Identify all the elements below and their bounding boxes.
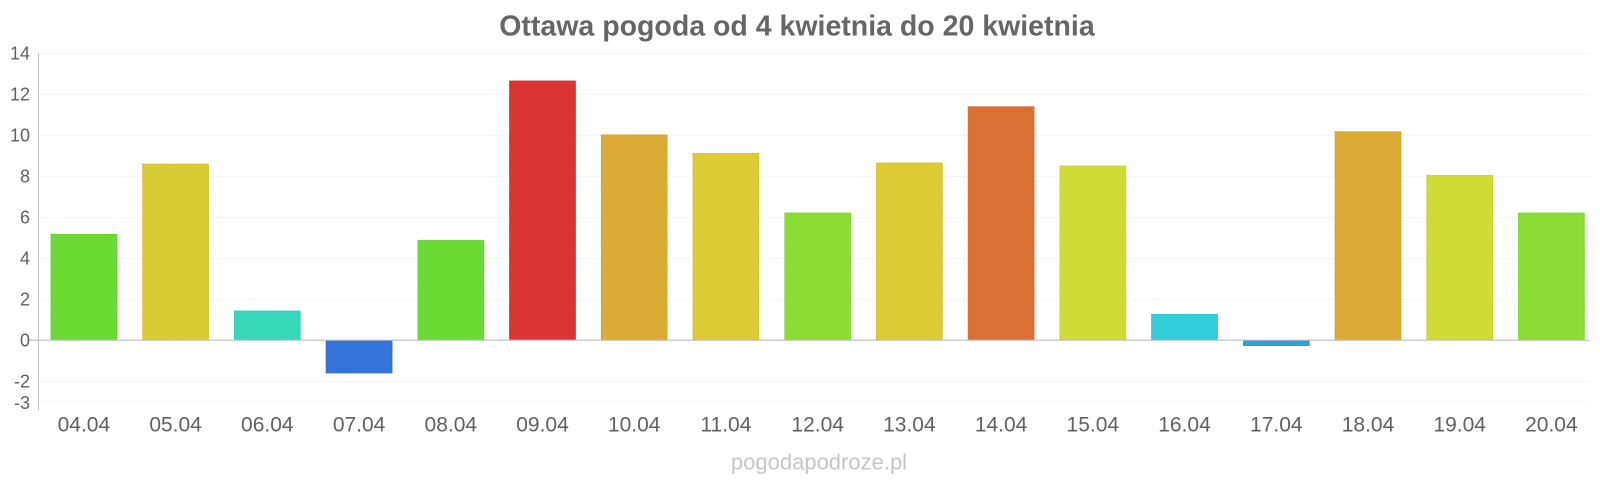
svg-text:14.04: 14.04 bbox=[975, 414, 1028, 437]
svg-text:12.04: 12.04 bbox=[791, 414, 844, 437]
svg-text:Ottawa pogoda od 4 kwietnia do: Ottawa pogoda od 4 kwietnia do 20 kwietn… bbox=[499, 11, 1096, 43]
svg-text:20.04: 20.04 bbox=[1525, 414, 1578, 437]
svg-text:06.04: 06.04 bbox=[241, 414, 294, 437]
svg-text:05.04: 05.04 bbox=[149, 414, 202, 437]
svg-text:04.04: 04.04 bbox=[58, 414, 111, 437]
svg-text:08.04: 08.04 bbox=[425, 414, 478, 437]
svg-text:11.04: 11.04 bbox=[700, 414, 751, 437]
svg-text:10: 10 bbox=[10, 126, 30, 146]
svg-text:2: 2 bbox=[20, 290, 30, 310]
svg-text:14: 14 bbox=[10, 44, 30, 64]
svg-text:-2: -2 bbox=[14, 372, 30, 392]
svg-text:15.04: 15.04 bbox=[1067, 414, 1120, 437]
svg-text:07.04: 07.04 bbox=[333, 414, 386, 437]
svg-text:8: 8 bbox=[20, 167, 30, 187]
svg-text:0: 0 bbox=[20, 331, 30, 351]
svg-text:18.04: 18.04 bbox=[1342, 414, 1395, 437]
svg-text:10.04: 10.04 bbox=[608, 414, 661, 437]
svg-text:17.04: 17.04 bbox=[1250, 414, 1303, 437]
svg-text:pogodapodroze.pl: pogodapodroze.pl bbox=[731, 450, 907, 475]
svg-text:4: 4 bbox=[20, 249, 30, 269]
svg-text:13.04: 13.04 bbox=[883, 414, 936, 437]
svg-text:16.04: 16.04 bbox=[1158, 414, 1211, 437]
svg-text:09.04: 09.04 bbox=[516, 414, 569, 437]
svg-text:19.04: 19.04 bbox=[1433, 414, 1486, 437]
svg-text:-3: -3 bbox=[14, 393, 30, 413]
svg-text:12: 12 bbox=[10, 85, 30, 105]
svg-text:6: 6 bbox=[20, 208, 30, 228]
